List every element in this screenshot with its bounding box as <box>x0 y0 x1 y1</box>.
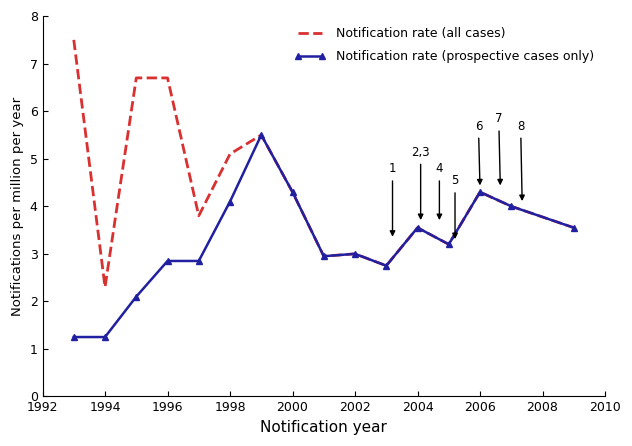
Notification rate (all cases) <box>382 263 390 268</box>
Notification rate (all cases) <box>320 253 327 259</box>
Notification rate (all cases) <box>70 37 78 42</box>
Text: 2,3: 2,3 <box>411 146 430 219</box>
Notification rate (prospective cases only) <box>226 199 234 204</box>
Notification rate (all cases) <box>570 225 578 231</box>
Notification rate (prospective cases only) <box>351 251 359 256</box>
Notification rate (all cases) <box>226 151 234 157</box>
Text: 8: 8 <box>517 120 525 200</box>
Notification rate (prospective cases only) <box>507 204 515 209</box>
Notification rate (all cases) <box>507 204 515 209</box>
Notification rate (all cases) <box>477 190 484 195</box>
Legend: Notification rate (all cases), Notification rate (prospective cases only): Notification rate (all cases), Notificat… <box>289 22 599 68</box>
Notification rate (prospective cases only) <box>195 258 203 264</box>
Line: Notification rate (all cases): Notification rate (all cases) <box>74 40 574 287</box>
X-axis label: Notification year: Notification year <box>260 420 387 435</box>
Notification rate (prospective cases only) <box>257 132 265 138</box>
Notification rate (prospective cases only) <box>414 225 422 231</box>
Notification rate (prospective cases only) <box>289 190 296 195</box>
Notification rate (all cases) <box>351 251 359 256</box>
Notification rate (all cases) <box>445 242 453 247</box>
Notification rate (all cases) <box>195 213 203 219</box>
Text: 5: 5 <box>451 174 459 238</box>
Notification rate (prospective cases only) <box>70 334 78 340</box>
Y-axis label: Notifications per million per year: Notifications per million per year <box>11 97 24 316</box>
Notification rate (all cases) <box>101 285 109 290</box>
Notification rate (prospective cases only) <box>445 242 453 247</box>
Notification rate (all cases) <box>289 190 296 195</box>
Text: 4: 4 <box>435 162 443 219</box>
Notification rate (prospective cases only) <box>477 190 484 195</box>
Notification rate (all cases) <box>164 75 171 81</box>
Line: Notification rate (prospective cases only): Notification rate (prospective cases onl… <box>70 132 577 340</box>
Notification rate (prospective cases only) <box>101 334 109 340</box>
Notification rate (all cases) <box>133 75 140 81</box>
Notification rate (prospective cases only) <box>320 253 327 259</box>
Text: 6: 6 <box>475 120 482 184</box>
Notification rate (prospective cases only) <box>164 258 171 264</box>
Text: 1: 1 <box>389 162 396 235</box>
Notification rate (all cases) <box>414 225 422 231</box>
Notification rate (all cases) <box>257 132 265 138</box>
Text: 7: 7 <box>495 112 502 184</box>
Notification rate (prospective cases only) <box>570 225 578 231</box>
Notification rate (prospective cases only) <box>382 263 390 268</box>
Notification rate (prospective cases only) <box>133 294 140 299</box>
